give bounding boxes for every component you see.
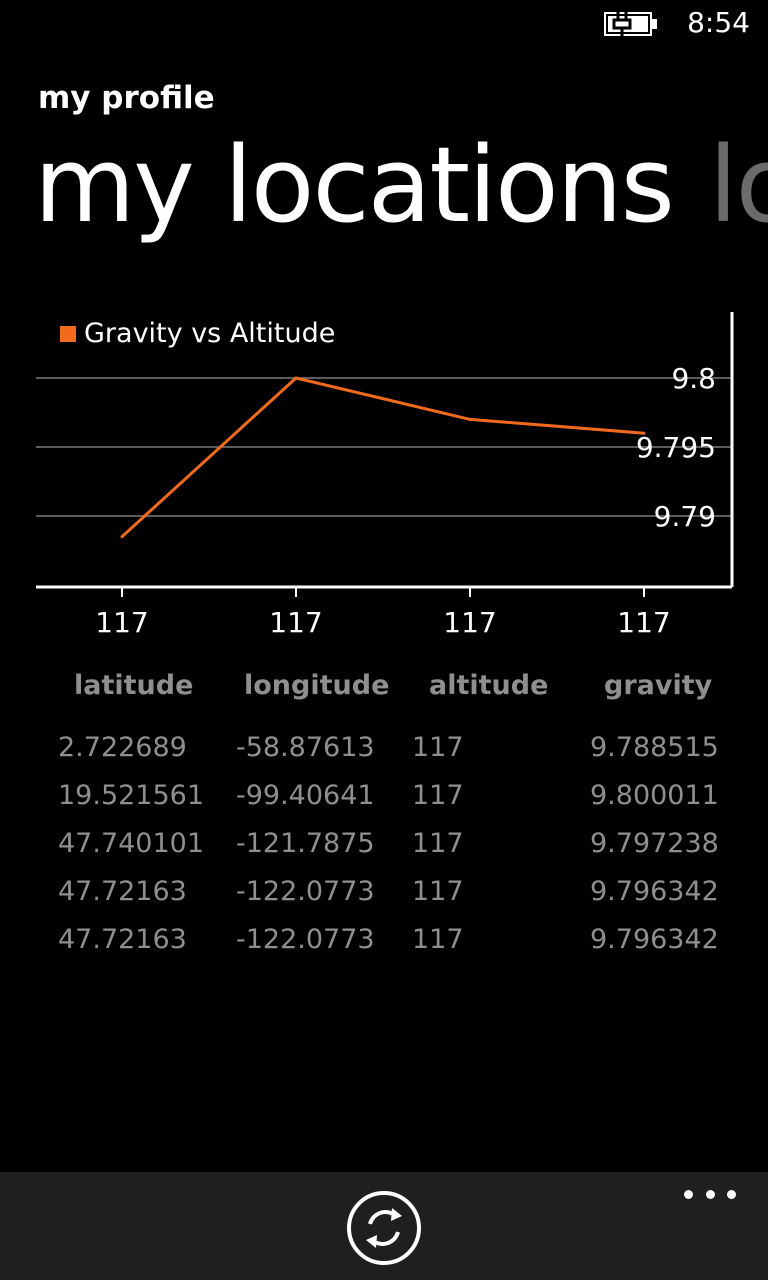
sync-icon[interactable]: [346, 1190, 422, 1266]
row-4-gravity: 9.796342: [590, 876, 719, 907]
row-2-longitude: -99.406418: [236, 780, 376, 811]
pivot-item-next[interactable]: lo: [708, 124, 768, 246]
series-line-gravity: [120, 376, 645, 538]
row-5-latitude: 47.72163: [58, 924, 187, 955]
chart-legend: Gravity vs Altitude: [60, 318, 335, 349]
status-bar: 8:54: [0, 0, 768, 48]
header-gravity: gravity: [604, 670, 713, 701]
row-4-latitude: 47.72163: [58, 876, 187, 907]
row-5-gravity: 9.796342: [590, 924, 719, 955]
y-tick-label: 9.795: [636, 431, 716, 464]
app-title: my profile: [38, 80, 215, 116]
row-4-altitude: 117: [412, 876, 464, 907]
row-5-altitude: 117: [412, 924, 464, 955]
row-3-latitude: 47.740101: [58, 828, 205, 859]
data-point: [120, 535, 124, 539]
pivot-item-my-locations[interactable]: my locations: [34, 124, 675, 246]
header-altitude: altitude: [429, 670, 549, 701]
more-dots-icon[interactable]: [684, 1184, 736, 1204]
row-3-gravity: 9.797238: [590, 828, 719, 859]
row-1-gravity: 9.788515: [590, 732, 719, 763]
row-2-latitude: 19.521561: [58, 780, 205, 811]
row-5-longitude: -122.077331: [236, 924, 376, 955]
x-tick-label: 117: [269, 606, 322, 639]
clock: 8:54: [687, 6, 750, 39]
x-tick-label: 117: [443, 606, 496, 639]
row-2-altitude: 117: [412, 780, 464, 811]
row-1-altitude: 117: [412, 732, 464, 763]
x-tick-label: 117: [95, 606, 148, 639]
gravity-altitude-chart: 9.79 9.795 9.8 117 117 117 117: [36, 312, 734, 639]
data-point: [642, 431, 646, 435]
header-latitude: latitude: [74, 670, 194, 701]
header-longitude: longitude: [244, 670, 390, 701]
y-tick-label: 9.8: [671, 362, 716, 395]
legend-swatch: [60, 325, 76, 342]
row-1-longitude: -58.876137: [236, 732, 376, 763]
row-3-longitude: -121.787572: [236, 828, 376, 859]
pivot-header: my locations lo: [34, 120, 768, 250]
row-2-gravity: 9.800011: [590, 780, 719, 811]
y-tick-label: 9.79: [654, 500, 716, 533]
x-tick-label: 117: [617, 606, 670, 639]
row-3-altitude: 117: [412, 828, 464, 859]
row-1-latitude: 2.722689: [58, 732, 187, 763]
data-point: [468, 417, 472, 421]
row-4-longitude: -122.077331: [236, 876, 376, 907]
battery-charging-icon: [604, 12, 657, 36]
legend-label: Gravity vs Altitude: [84, 318, 336, 349]
app-bar: [0, 1172, 768, 1280]
data-point: [294, 376, 298, 380]
